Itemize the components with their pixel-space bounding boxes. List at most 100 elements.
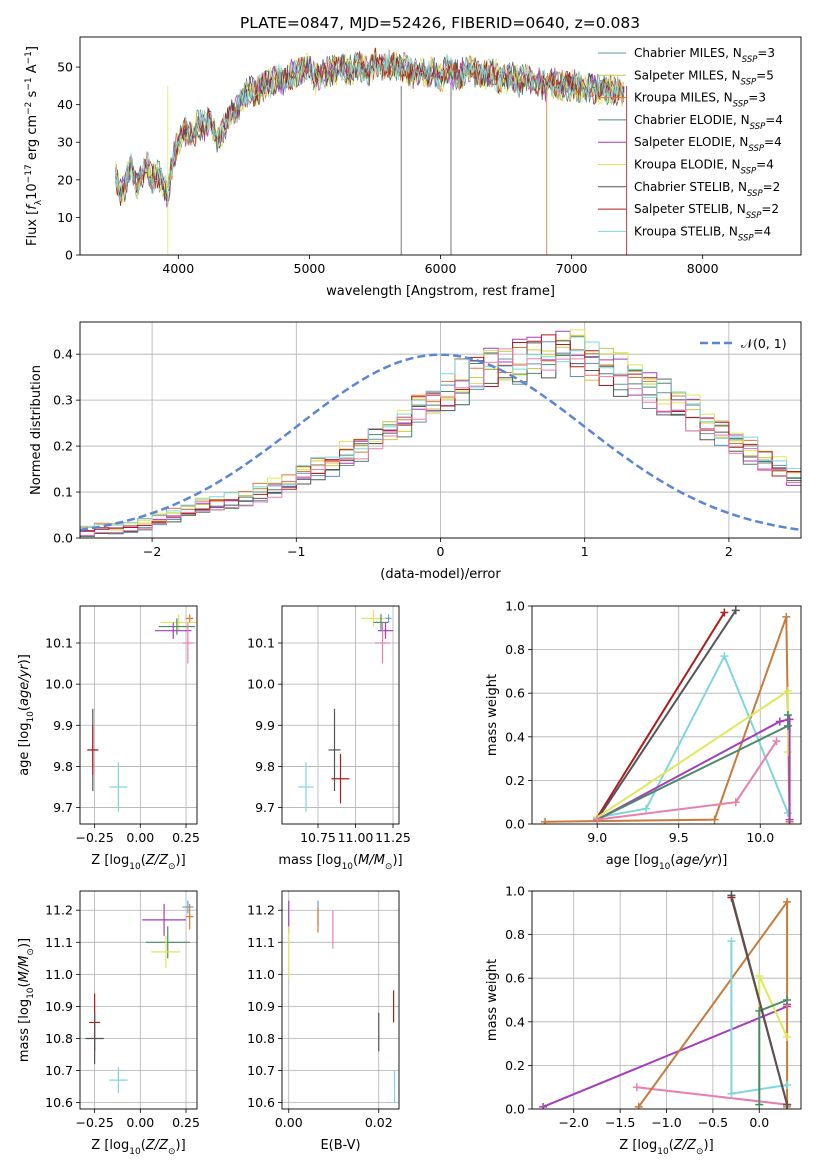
y-tick-label: 10.6: [247, 1095, 275, 1110]
weight-marker: [755, 972, 764, 981]
y-axis-label-part: 10: [25, 183, 40, 200]
y-tick-label: 9.9: [255, 718, 275, 733]
axes-frame: [79, 36, 802, 256]
y-axis-label-part: λ: [34, 199, 44, 205]
y-tick-label: 10.0: [247, 677, 275, 692]
weight-marker: [785, 715, 794, 724]
error-point: [160, 614, 197, 631]
axes-frame: [79, 890, 198, 1110]
legend-sub: SSP: [741, 77, 757, 87]
x-tick-label: −1: [287, 544, 305, 559]
x-axis-label-part: (: [353, 853, 358, 868]
error-point: [331, 754, 350, 804]
error-point: [109, 1067, 128, 1093]
x-axis-label-part: M/M: [358, 853, 385, 868]
error-point: [182, 900, 194, 914]
x-axis-label-part: Z/Z: [145, 1138, 169, 1153]
y-axis-label: Flux [fλ10−17 erg cm−2 s−1 A−1]: [24, 46, 44, 246]
x-axis-label-part: age [: [606, 853, 639, 868]
panel-residuals: −2 −1 0 1 2 0.0 0.1 0.2 0.3 0.4 𝒩(0, 1) (data-model…: [29, 321, 802, 582]
x-axis-label-part: )]: [717, 853, 727, 868]
y-tick-label: 9.8: [53, 759, 73, 774]
x-axis-label-part: )]: [176, 853, 186, 868]
error-point: [378, 622, 393, 639]
x-tick-label: 9.5: [669, 830, 689, 845]
x-axis-label-part: Z/Z: [673, 1138, 697, 1153]
legend-sub: SSP: [746, 211, 762, 221]
weight-lines: [539, 891, 792, 1109]
legend-sub: SSP: [748, 144, 764, 154]
error-point: [158, 618, 196, 635]
error-point: [109, 762, 128, 812]
weight-marker: [775, 717, 784, 726]
y-tick-label: 10.7: [45, 1063, 73, 1078]
legend-text: Salpeter STELIB, N: [634, 202, 746, 216]
y-tick-label: 0.4: [505, 1014, 525, 1029]
x-axis-label-part: (: [669, 1138, 674, 1153]
weight-marker: [727, 891, 736, 900]
x-axis-label-part: 10: [659, 862, 671, 872]
y-tick-label: 10.1: [45, 636, 73, 651]
y-tick-label: 0.2: [505, 773, 525, 788]
y-axis-label-part: ]: [25, 46, 40, 51]
y-tick-label: 11.2: [247, 903, 275, 918]
weight-marker: [632, 1083, 641, 1092]
x-tick-label: −1.5: [605, 1115, 635, 1130]
y-axis-label-part: 10: [26, 711, 36, 723]
x-tick-label: −2.0: [559, 1115, 589, 1130]
legend-sub: SSP: [741, 167, 757, 177]
legend-suffix: =2: [763, 180, 781, 194]
y-axis-label-part: age [: [17, 742, 32, 775]
x-axis-label-part: )]: [704, 1138, 714, 1153]
x-tick-label: 0: [437, 544, 445, 559]
legend-entry: Salpeter STELIB, NSSP=2: [634, 202, 779, 221]
histograms: [80, 329, 801, 538]
x-axis-label-part: )]: [176, 1138, 186, 1153]
y-tick-label: 10.8: [247, 1031, 275, 1046]
histogram-chabrier_elodie: [80, 336, 801, 538]
y-tick-label: 0.2: [505, 1058, 525, 1073]
weight-series: [593, 687, 792, 822]
weight-marker: [720, 652, 729, 661]
x-axis-label-part: 10: [342, 862, 354, 872]
weight-series: [593, 737, 781, 824]
x-axis-label-part: Z [: [91, 1138, 109, 1153]
axes-frame: [79, 605, 198, 825]
x-axis-label-part: mass [: [278, 853, 321, 868]
y-tick-label: 9.9: [53, 718, 73, 733]
panel-mass_vs_ebv: 0.00 0.02 10.6 10.7 10.8 10.9 11.0 11.1 11.2 E(B-…: [247, 890, 400, 1153]
weight-marker: [727, 1089, 736, 1098]
y-axis-label-part: mass weight: [485, 674, 500, 756]
y-tick-label: 0.0: [53, 531, 73, 546]
x-tick-label: 4000: [162, 261, 194, 276]
legend-text: Chabrier ELODIE, N: [634, 113, 750, 127]
y-axis-label-part: log: [17, 723, 32, 743]
weight-marker: [720, 608, 729, 617]
panel-age_vs_Z: −0.25 0.00 0.259.79.89.910.010.1Z [log10(Z…: [17, 605, 200, 872]
y-axis-label-part: )]: [17, 654, 32, 664]
weight-marker: [782, 612, 791, 621]
legend-text: Salpeter ELODIE, N: [634, 135, 748, 149]
x-tick-label: 0.25: [172, 1115, 200, 1130]
axes-frame: [79, 321, 802, 539]
legend-sub: SSP: [733, 100, 749, 110]
weight-marker: [727, 937, 736, 946]
legend-sub: SSP: [742, 55, 758, 65]
y-tick-label: 11.0: [247, 967, 275, 982]
x-axis-label: wavelength [Angstrom, rest frame]: [326, 284, 555, 299]
panel-age_vs_mass: 10.75 11.00 11.25 9.7 9.8 9.9 10.0 10.1 mass [lo…: [247, 605, 411, 872]
x-tick-label: 10.75: [300, 830, 336, 845]
y-axis-label: age [log10(age/yr)]: [17, 654, 36, 776]
x-axis-label-part: Z [: [91, 853, 109, 868]
x-tick-label: −1.0: [651, 1115, 681, 1130]
axes-frame: [531, 890, 802, 1110]
error-points: [288, 900, 396, 1103]
x-axis-label: mass [log10(M/M⊙)]: [278, 853, 402, 872]
x-axis-label-part: (: [141, 853, 146, 868]
y-tick-label: 11.1: [247, 935, 275, 950]
weight-line: [596, 718, 791, 821]
x-tick-label: 0.00: [126, 1115, 154, 1130]
error-point: [151, 935, 181, 968]
y-tick-label: 10.7: [247, 1063, 275, 1078]
